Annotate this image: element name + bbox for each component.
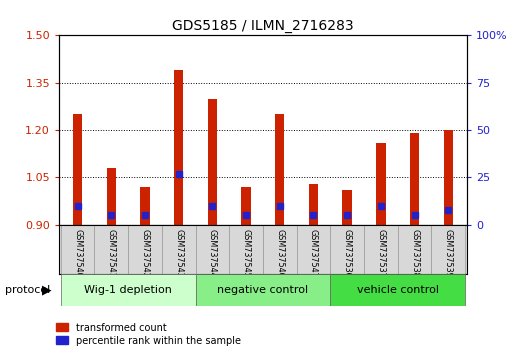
Bar (444, 130, 453, 225)
Text: GSM737540: GSM737540 (73, 229, 82, 278)
Bar (195, 274, 330, 306)
Bar (343, 190, 352, 225)
Bar (364, 225, 398, 274)
Bar (376, 143, 386, 225)
Bar (330, 274, 465, 306)
Bar (140, 187, 150, 225)
Bar (241, 187, 251, 225)
Bar (128, 225, 162, 274)
Text: GSM737544: GSM737544 (208, 229, 217, 278)
Text: GSM737546: GSM737546 (275, 229, 284, 278)
Bar (330, 225, 364, 274)
Bar (275, 114, 285, 225)
Text: GSM737541: GSM737541 (107, 229, 116, 278)
Text: protocol: protocol (5, 285, 50, 295)
Bar (297, 225, 330, 274)
Text: GSM737539: GSM737539 (444, 229, 453, 278)
Text: GSM737547: GSM737547 (309, 229, 318, 278)
Text: Wig-1 depletion: Wig-1 depletion (84, 285, 172, 295)
Text: GSM737542: GSM737542 (141, 229, 149, 278)
Bar (162, 225, 195, 274)
Bar (229, 225, 263, 274)
Text: vehicle control: vehicle control (357, 285, 439, 295)
Text: ▶: ▶ (42, 284, 52, 297)
Bar (410, 133, 419, 225)
Legend: transformed count, percentile rank within the sample: transformed count, percentile rank withi… (56, 323, 241, 346)
Bar (431, 225, 465, 274)
Bar (174, 70, 183, 225)
Text: GSM737543: GSM737543 (174, 229, 183, 278)
Bar (398, 225, 431, 274)
Text: GSM737536: GSM737536 (343, 229, 352, 278)
Bar (73, 114, 82, 225)
Bar (208, 98, 217, 225)
Text: negative control: negative control (218, 285, 308, 295)
Title: GDS5185 / ILMN_2716283: GDS5185 / ILMN_2716283 (172, 19, 354, 33)
Bar (107, 168, 116, 225)
Bar (309, 184, 318, 225)
Bar (195, 225, 229, 274)
Text: GSM737538: GSM737538 (410, 229, 419, 278)
Bar (263, 225, 297, 274)
Bar (61, 225, 94, 274)
Bar (94, 225, 128, 274)
Text: GSM737545: GSM737545 (242, 229, 250, 278)
Bar (61, 274, 195, 306)
Text: GSM737537: GSM737537 (377, 229, 385, 278)
